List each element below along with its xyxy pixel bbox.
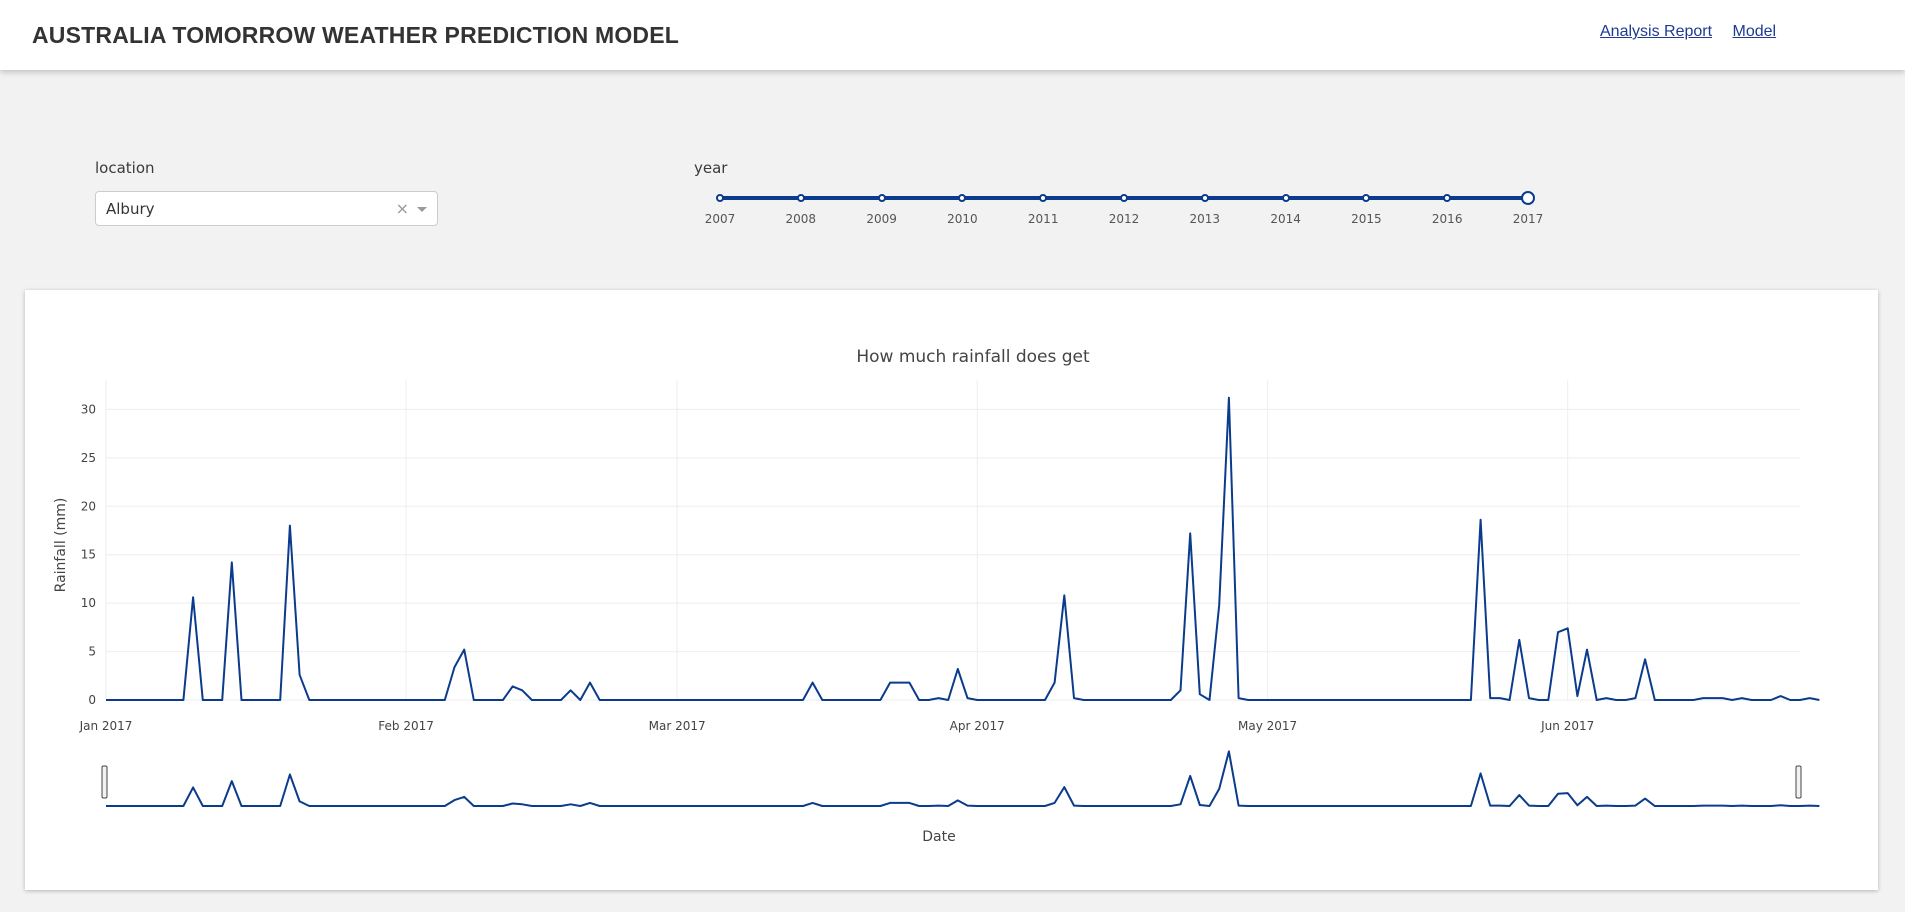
- slider-mark-label[interactable]: 2007: [704, 212, 736, 226]
- slider-dot[interactable]: [1039, 194, 1048, 202]
- slider-mark-label[interactable]: 2010: [947, 212, 978, 226]
- year-label: year: [694, 159, 728, 177]
- slider-mark-label[interactable]: 2012: [1108, 212, 1140, 226]
- rangeslider-right-handle[interactable]: [1795, 765, 1802, 799]
- location-dropdown[interactable]: Albury ×: [95, 191, 438, 226]
- slider-dot[interactable]: [877, 194, 886, 202]
- slider-dot[interactable]: [796, 194, 805, 202]
- location-label: location: [95, 159, 155, 177]
- y-tick-label: 25: [81, 451, 96, 465]
- y-tick-label: 10: [81, 596, 96, 610]
- slider-dot[interactable]: [716, 194, 724, 202]
- slider-mark-label[interactable]: 2008: [785, 212, 817, 226]
- slider-mark-label[interactable]: 2009: [866, 212, 897, 226]
- slider-mark-label[interactable]: 2016: [1431, 212, 1463, 226]
- x-axis-title: Date: [922, 829, 955, 845]
- slider-handle[interactable]: [1521, 191, 1535, 205]
- y-tick-label: 30: [81, 402, 96, 416]
- top-nav: Analysis Report Model: [1600, 23, 1792, 41]
- x-tick-label: Apr 2017: [950, 719, 1005, 733]
- slider-dot[interactable]: [1362, 194, 1371, 202]
- chart-title: How much rainfall does get: [856, 347, 1090, 367]
- x-tick-label: Jan 2017: [79, 719, 133, 733]
- y-axis-title: Rainfall (mm): [53, 498, 69, 593]
- clear-icon[interactable]: ×: [395, 199, 409, 218]
- rainfall-chart: How much rainfall does get 0 5 10 15 20 25 30 Ja…: [53, 347, 1820, 845]
- chevron-down-icon[interactable]: [417, 207, 427, 212]
- slider-mark-label[interactable]: 2017: [1512, 212, 1544, 226]
- slider-dot[interactable]: [1281, 194, 1290, 202]
- rangeslider-series-line: [106, 750, 1820, 807]
- slider-mark-label[interactable]: 2014: [1270, 212, 1301, 226]
- x-tick-label: May 2017: [1238, 719, 1297, 733]
- x-tick-label: Mar 2017: [649, 719, 706, 733]
- slider-dot[interactable]: [958, 194, 967, 202]
- y-tick-label: 15: [81, 548, 96, 562]
- slider-mark-label[interactable]: 2011: [1027, 212, 1059, 226]
- nav-link-model[interactable]: Model: [1732, 23, 1777, 40]
- location-selected-value: Albury: [106, 200, 155, 218]
- y-tick-label: 20: [81, 499, 96, 513]
- x-tick-label: Feb 2017: [378, 719, 434, 733]
- y-tick-label: 0: [88, 693, 96, 707]
- slider-dot[interactable]: [1443, 194, 1452, 202]
- nav-link-analysis-report[interactable]: Analysis Report: [1600, 23, 1713, 40]
- x-tick-label: Jun 2017: [1540, 719, 1594, 733]
- page-title: AUSTRALIA TOMORROW WEATHER PREDICTION MO…: [32, 22, 680, 48]
- slider-dot[interactable]: [1120, 194, 1128, 202]
- rangeslider-left-handle[interactable]: [101, 765, 108, 799]
- slider-mark-label[interactable]: 2015: [1351, 212, 1382, 226]
- slider-mark-label[interactable]: 2013: [1189, 212, 1221, 226]
- app-header: AUSTRALIA TOMORROW WEATHER PREDICTION MO…: [0, 0, 1905, 70]
- y-tick-label: 5: [88, 645, 96, 659]
- rainfall-series-line: [106, 396, 1820, 701]
- year-slider[interactable]: 2007 2008 2009 2010 2011 2012 2013 2014 2015 2016…: [705, 185, 1543, 235]
- chart-card: How much rainfall does get 0 5 10 15 20 25 30 Ja…: [25, 290, 1878, 890]
- slider-dot[interactable]: [1200, 194, 1209, 202]
